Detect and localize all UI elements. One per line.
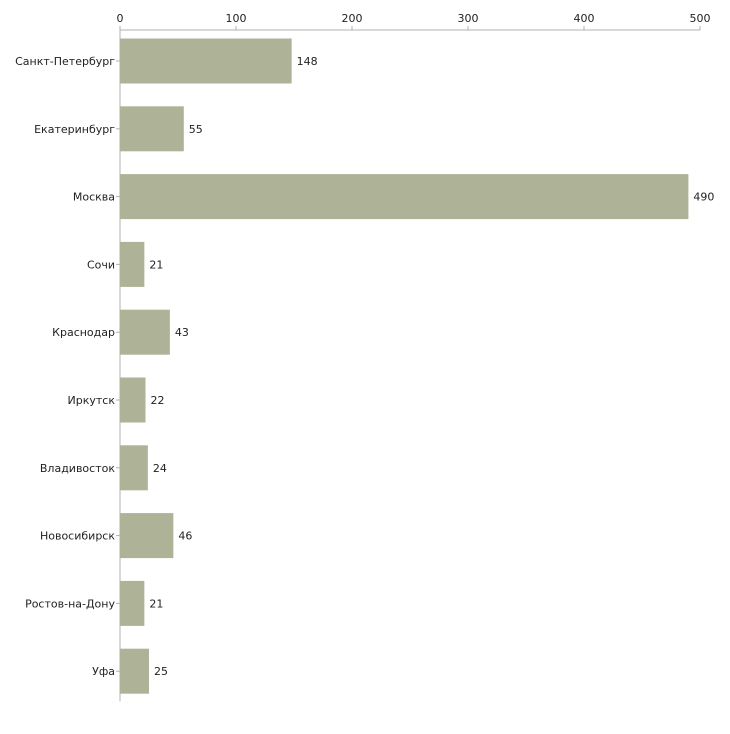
category-label: Сочи — [87, 258, 115, 271]
y-axis — [116, 30, 121, 702]
x-tick-label: 200 — [342, 12, 363, 25]
bar — [120, 174, 689, 220]
x-tick-label: 300 — [458, 12, 479, 25]
bar — [120, 241, 145, 287]
x-axis: 0 100 200 300 400 500 — [117, 12, 711, 31]
bar — [120, 648, 149, 694]
bar — [120, 580, 145, 626]
value-label: 490 — [693, 191, 714, 204]
value-label: 24 — [153, 462, 167, 475]
value-label: 148 — [297, 55, 318, 68]
bar — [120, 38, 292, 84]
bars-group — [120, 38, 689, 694]
bar — [120, 513, 174, 559]
category-label: Екатеринбург — [34, 123, 115, 136]
category-label: Иркутск — [68, 394, 116, 407]
value-label: 22 — [151, 394, 165, 407]
bar — [120, 309, 170, 355]
category-label: Уфа — [92, 665, 115, 678]
category-label: Ростов-на-Дону — [25, 597, 115, 610]
x-tick-label: 100 — [226, 12, 247, 25]
bar — [120, 377, 146, 423]
category-label: Москва — [73, 191, 115, 204]
value-label: 25 — [154, 665, 168, 678]
value-label: 46 — [178, 530, 192, 543]
category-label: Санкт-Петербург — [15, 55, 115, 68]
category-label: Краснодар — [52, 326, 115, 339]
category-labels-group: Санкт-Петербург Екатеринбург Москва Сочи Кра… — [15, 55, 115, 678]
value-label: 21 — [149, 597, 163, 610]
value-label: 43 — [175, 326, 189, 339]
bar — [120, 106, 184, 152]
category-label: Владивосток — [40, 462, 115, 475]
x-tick-label: 0 — [117, 12, 124, 25]
value-label: 55 — [189, 123, 203, 136]
x-tick-label: 400 — [574, 12, 595, 25]
value-label: 21 — [149, 258, 163, 271]
value-labels-group: 148 55 490 21 43 22 24 46 21 25 — [149, 55, 714, 678]
x-tick-label: 500 — [690, 12, 711, 25]
bar — [120, 445, 148, 491]
category-label: Новосибирск — [40, 530, 115, 543]
